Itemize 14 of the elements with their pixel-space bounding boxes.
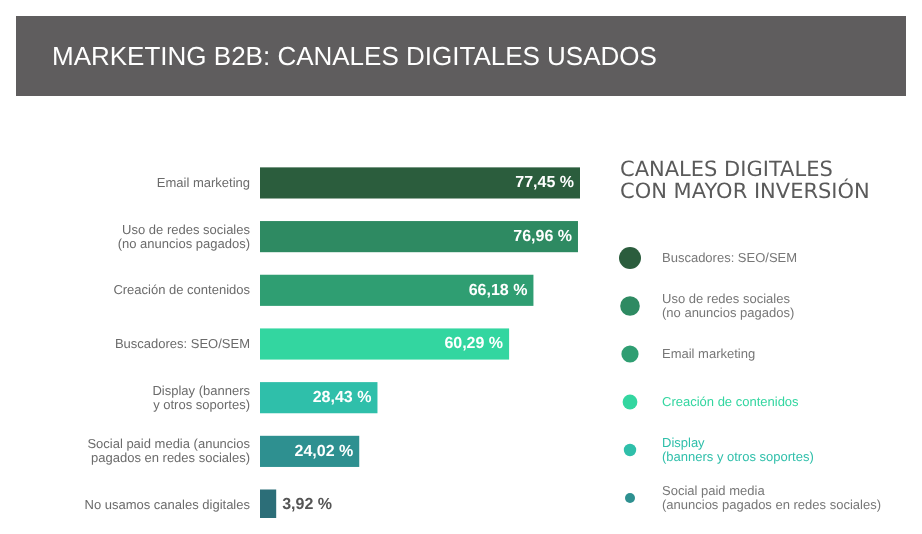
bar [260,167,580,199]
data-label: 66,18 % [468,280,528,299]
data-label: 77,45 % [515,173,574,192]
data-label: 76,96 % [513,226,572,245]
data-label: 3,92 % [282,495,333,514]
data-label: 24,02 % [294,441,354,460]
bar [260,489,277,518]
text: CANALES DIGITALES CON MAYOR INVERSIÓN [620,158,870,204]
data-label: 60,29 % [444,334,504,353]
data-label: 28,43 % [312,387,372,406]
bar [260,328,510,360]
bar [260,221,578,253]
bar [260,274,534,306]
chart-title: MARKETING B2B: CANALES DIGITALES USADOS [52,40,658,71]
